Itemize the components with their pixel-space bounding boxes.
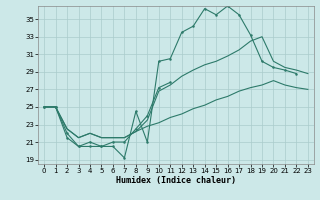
X-axis label: Humidex (Indice chaleur): Humidex (Indice chaleur)	[116, 176, 236, 185]
